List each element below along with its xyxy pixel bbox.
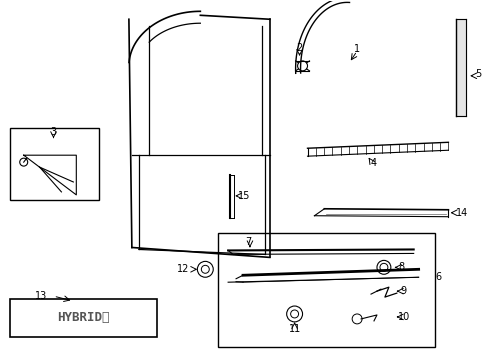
Bar <box>10 129 99 200</box>
Text: 4: 4 <box>370 158 376 168</box>
Text: 12: 12 <box>177 264 189 274</box>
Text: 11: 11 <box>288 324 300 334</box>
Text: 14: 14 <box>455 208 468 218</box>
Text: 3: 3 <box>50 127 57 138</box>
Text: 6: 6 <box>434 272 441 282</box>
Bar <box>218 233 434 347</box>
Text: 15: 15 <box>237 191 250 201</box>
Bar <box>10 299 156 337</box>
Text: 5: 5 <box>474 69 480 79</box>
Text: 8: 8 <box>398 262 404 272</box>
Text: 1: 1 <box>353 44 360 54</box>
Text: 13: 13 <box>36 291 48 301</box>
Text: 9: 9 <box>400 286 406 296</box>
Text: 2: 2 <box>296 43 302 53</box>
Text: HYBRIDⅡ: HYBRIDⅡ <box>57 311 109 324</box>
Text: 10: 10 <box>397 312 409 322</box>
Text: 7: 7 <box>244 237 250 247</box>
